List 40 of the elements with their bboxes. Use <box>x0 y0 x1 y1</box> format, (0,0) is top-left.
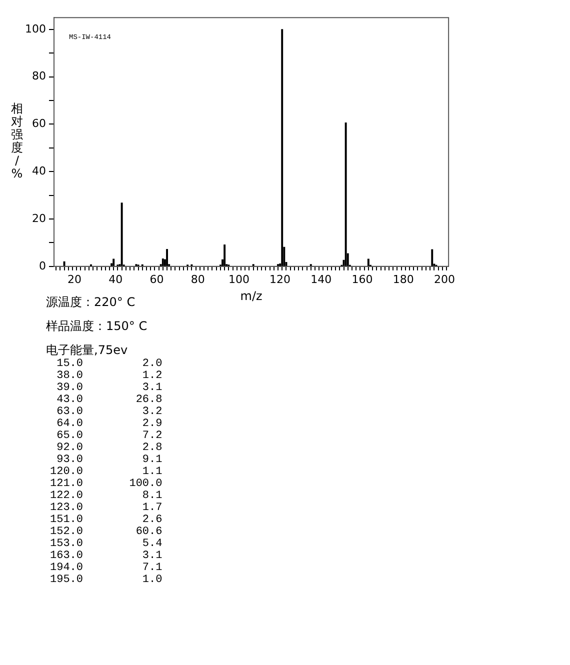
text: 39.0 3.1 <box>56 382 164 394</box>
x-tick-label: 40 <box>108 272 123 286</box>
x-axis-title: m/z <box>240 288 262 303</box>
text: 65.0 7.2 <box>56 430 164 442</box>
text: 163.0 3.1 <box>50 550 164 562</box>
text: 123.0 1.7 <box>50 502 164 514</box>
text: 63.0 3.2 <box>56 406 164 418</box>
y-tick-label: 80 <box>32 70 46 83</box>
x-tick-label: 60 <box>150 272 164 286</box>
y-tick-label: 40 <box>32 164 46 178</box>
y-tick-label: 100 <box>24 22 46 36</box>
text: 15.0 2.0 <box>56 358 164 370</box>
x-tick-label: 140 <box>310 272 332 286</box>
x-tick-label: 20 <box>68 272 82 286</box>
text: 194.0 7.1 <box>50 562 164 574</box>
text: 源温度：220° C <box>46 295 136 309</box>
text: 152.0 60.6 <box>50 526 164 538</box>
x-tick-label: 160 <box>352 272 373 286</box>
text: 93.0 9.1 <box>56 454 164 466</box>
text: 120.0 1.1 <box>50 466 164 478</box>
y-axis-title: 相对强度/% <box>11 102 23 181</box>
x-tick-label: 100 <box>228 272 250 286</box>
text: 电子能量,75ev <box>46 342 129 358</box>
text: 151.0 2.6 <box>50 514 164 526</box>
x-tick-label: 200 <box>434 272 455 286</box>
x-tick-label: 180 <box>392 272 414 286</box>
text: 195.0 1.0 <box>50 574 164 586</box>
text: 122.0 8.1 <box>50 490 164 502</box>
y-tick-label: 20 <box>32 212 46 225</box>
text: 153.0 5.4 <box>50 538 164 550</box>
x-tick-label: 80 <box>190 272 205 286</box>
text: 38.0 1.2 <box>56 370 164 382</box>
x-tick-label: 120 <box>270 272 291 286</box>
text: 92.0 2.8 <box>56 442 164 454</box>
y-tick-label: 0 <box>38 259 46 272</box>
text: 64.0 2.9 <box>56 418 164 430</box>
y-tick-label: 60 <box>32 117 46 130</box>
text: 43.0 26.8 <box>56 394 164 406</box>
text: 样品温度：150° C <box>46 318 148 334</box>
text: 121.0 100.0 <box>50 478 164 490</box>
